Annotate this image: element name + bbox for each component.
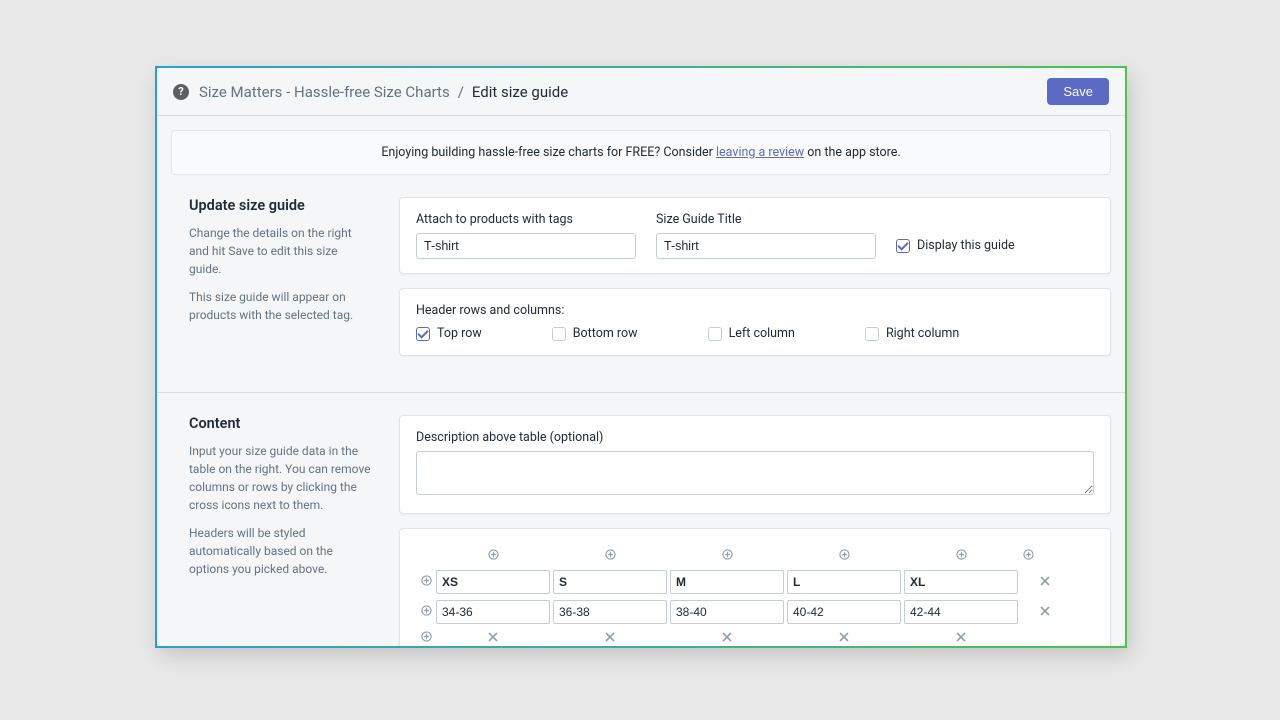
checkbox-bottom-row[interactable]: Bottom row bbox=[552, 326, 638, 341]
checkbox-right-column[interactable]: Right column bbox=[865, 326, 959, 341]
headers-label: Header rows and columns: bbox=[416, 303, 1094, 318]
table-cell-input[interactable] bbox=[787, 570, 901, 594]
table-cell-input[interactable] bbox=[436, 600, 550, 624]
checkbox-left-column[interactable]: Left column bbox=[708, 326, 795, 341]
add-row-icon[interactable] bbox=[419, 630, 433, 644]
review-banner: Enjoying building hassle-free size chart… bbox=[171, 130, 1111, 175]
breadcrumb-page: Edit size guide bbox=[472, 83, 568, 101]
field-attach-tags: Attach to products with tags bbox=[416, 212, 636, 259]
table-cell-input[interactable] bbox=[553, 600, 667, 624]
size-table bbox=[416, 541, 1055, 648]
delete-row-icon[interactable] bbox=[1038, 604, 1052, 618]
add-column-icon[interactable] bbox=[954, 547, 968, 561]
section-sidebar: Content Input your size guide data in th… bbox=[171, 415, 371, 648]
leave-review-link[interactable]: leaving a review bbox=[716, 145, 804, 160]
card-guide-settings: Attach to products with tags Size Guide … bbox=[399, 197, 1111, 274]
banner-text-post: on the app store. bbox=[804, 145, 900, 160]
display-guide-checkbox[interactable] bbox=[896, 239, 910, 253]
top-row-checkbox[interactable] bbox=[416, 327, 430, 341]
section-title: Content bbox=[189, 415, 371, 432]
section-desc: Headers will be styled automatically bas… bbox=[189, 524, 371, 578]
table-cell-input[interactable] bbox=[436, 570, 550, 594]
delete-column-icon[interactable] bbox=[720, 630, 734, 644]
section-sidebar: Update size guide Change the details on … bbox=[171, 197, 371, 370]
table-cell-input[interactable] bbox=[904, 600, 1018, 624]
table-cell-input[interactable] bbox=[670, 570, 784, 594]
section-update-size-guide: Update size guide Change the details on … bbox=[157, 175, 1125, 370]
bottom-row-label: Bottom row bbox=[573, 326, 638, 341]
field-guide-title: Size Guide Title bbox=[656, 212, 876, 259]
delete-column-icon[interactable] bbox=[954, 630, 968, 644]
table-cell-input[interactable] bbox=[670, 600, 784, 624]
add-column-icon[interactable] bbox=[1021, 547, 1035, 561]
delete-column-icon[interactable] bbox=[603, 630, 617, 644]
section-main: Attach to products with tags Size Guide … bbox=[399, 197, 1111, 370]
attach-tags-input[interactable] bbox=[416, 233, 636, 259]
left-column-label: Left column bbox=[729, 326, 795, 341]
table-cell-input[interactable] bbox=[787, 600, 901, 624]
card-size-table bbox=[399, 528, 1111, 648]
add-column-icon[interactable] bbox=[603, 547, 617, 561]
display-guide-checkbox-wrap[interactable]: Display this guide bbox=[896, 238, 1015, 253]
left-column-checkbox[interactable] bbox=[708, 327, 722, 341]
card-desc-above: Description above table (optional) bbox=[399, 415, 1111, 514]
card-header-options: Header rows and columns: Top row Bottom … bbox=[399, 288, 1111, 356]
checkbox-top-row[interactable]: Top row bbox=[416, 326, 482, 341]
section-title: Update size guide bbox=[189, 197, 371, 214]
section-desc: Change the details on the right and hit … bbox=[189, 224, 371, 278]
save-button[interactable]: Save bbox=[1047, 78, 1109, 105]
breadcrumb-separator: / bbox=[458, 83, 464, 101]
app-window: ? Size Matters - Hassle-free Size Charts… bbox=[155, 66, 1127, 648]
section-content: Content Input your size guide data in th… bbox=[157, 393, 1125, 648]
add-row-icon[interactable] bbox=[419, 603, 433, 617]
top-bar: ? Size Matters - Hassle-free Size Charts… bbox=[157, 68, 1125, 116]
guide-title-input[interactable] bbox=[656, 233, 876, 259]
table-cell-input[interactable] bbox=[553, 570, 667, 594]
add-column-icon[interactable] bbox=[720, 547, 734, 561]
bottom-row-checkbox[interactable] bbox=[552, 327, 566, 341]
section-desc: Input your size guide data in the table … bbox=[189, 442, 371, 514]
add-column-icon[interactable] bbox=[486, 547, 500, 561]
display-guide-label: Display this guide bbox=[917, 238, 1015, 253]
table-cell-input[interactable] bbox=[904, 570, 1018, 594]
desc-above-textarea[interactable] bbox=[416, 451, 1094, 495]
add-row-icon[interactable] bbox=[419, 573, 433, 587]
top-row-label: Top row bbox=[437, 326, 482, 341]
delete-row-icon[interactable] bbox=[1038, 574, 1052, 588]
attach-tags-label: Attach to products with tags bbox=[416, 212, 636, 227]
add-column-icon[interactable] bbox=[837, 547, 851, 561]
right-column-checkbox[interactable] bbox=[865, 327, 879, 341]
help-icon[interactable]: ? bbox=[173, 84, 189, 100]
section-main: Description above table (optional) bbox=[399, 415, 1111, 648]
section-desc: This size guide will appear on products … bbox=[189, 288, 371, 324]
delete-column-icon[interactable] bbox=[486, 630, 500, 644]
desc-above-label: Description above table (optional) bbox=[416, 430, 1094, 445]
banner-text-pre: Enjoying building hassle-free size chart… bbox=[381, 145, 716, 160]
delete-column-icon[interactable] bbox=[837, 630, 851, 644]
guide-title-label: Size Guide Title bbox=[656, 212, 876, 227]
right-column-label: Right column bbox=[886, 326, 959, 341]
breadcrumb-app[interactable]: Size Matters - Hassle-free Size Charts bbox=[199, 83, 450, 101]
